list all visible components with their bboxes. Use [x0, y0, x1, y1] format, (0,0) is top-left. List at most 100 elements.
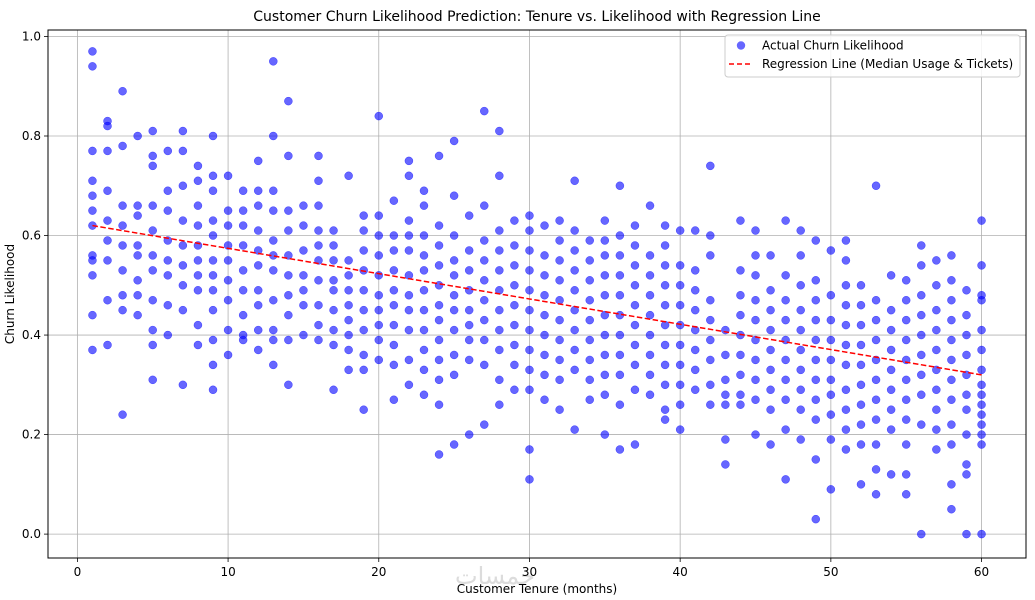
legend-label-actual: Actual Churn Likelihood [762, 39, 904, 53]
data-point [510, 340, 519, 350]
data-point [449, 370, 459, 380]
data-point [645, 390, 655, 400]
data-point [615, 445, 625, 454]
data-point [841, 425, 851, 434]
data-point [223, 221, 233, 230]
data-point [886, 325, 896, 335]
data-point [344, 286, 353, 295]
data-point [510, 385, 519, 395]
data-point [826, 390, 836, 400]
data-point [645, 201, 655, 210]
data-point [615, 290, 625, 300]
data-point [299, 221, 308, 230]
data-point [977, 365, 986, 375]
data-point [464, 320, 474, 330]
data-point [404, 305, 414, 315]
data-point [525, 445, 534, 454]
data-point [88, 256, 97, 265]
data-point [977, 325, 986, 335]
data-point [932, 281, 941, 290]
data-point [480, 295, 489, 305]
data-point [374, 251, 384, 260]
data-point [977, 216, 986, 225]
data-point [299, 271, 308, 280]
data-point [253, 201, 263, 210]
data-point [434, 261, 444, 270]
data-point [675, 400, 685, 409]
data-point [238, 221, 248, 230]
data-point [600, 251, 610, 260]
data-point [103, 216, 112, 225]
data-point [645, 370, 655, 380]
data-point [751, 271, 760, 280]
data-point [344, 300, 353, 310]
data-point [540, 350, 549, 360]
data-point [253, 156, 263, 166]
data-point [238, 266, 248, 275]
data-point [540, 221, 549, 230]
data-point [615, 350, 625, 360]
data-point [223, 256, 233, 265]
data-point [103, 121, 112, 131]
data-point [344, 345, 353, 355]
data-point [434, 315, 444, 325]
data-point [314, 335, 323, 345]
data-point [480, 315, 489, 325]
data-point [645, 310, 655, 320]
data-point [374, 320, 384, 330]
data-point [374, 355, 384, 365]
data-point [555, 256, 564, 265]
data-point [826, 335, 836, 345]
data-point [766, 365, 775, 375]
data-point [88, 310, 97, 320]
data-point [88, 191, 97, 200]
data-point [374, 290, 384, 300]
data-point [525, 325, 534, 335]
y-tick-label: 1.0 [22, 29, 41, 43]
y-tick-label: 0.0 [22, 527, 41, 541]
x-tick-label: 10 [220, 565, 235, 579]
data-point [901, 415, 911, 424]
data-point [510, 261, 519, 270]
data-point [193, 176, 203, 186]
data-point [434, 375, 444, 385]
data-point [675, 320, 685, 330]
x-tick-label: 20 [371, 565, 386, 579]
data-point [223, 350, 233, 360]
data-point [660, 281, 670, 290]
data-point [766, 440, 775, 449]
data-point [510, 241, 519, 250]
data-point [284, 206, 293, 215]
data-point [555, 355, 564, 365]
data-point [811, 295, 821, 305]
data-point [314, 276, 323, 285]
data-point [675, 226, 685, 235]
data-point [675, 425, 685, 434]
data-point [841, 256, 851, 265]
chart-title: Customer Churn Likelihood Prediction: Te… [253, 9, 820, 25]
legend-box [724, 34, 1021, 78]
data-point [962, 310, 971, 320]
data-point [389, 395, 399, 404]
data-point [389, 340, 399, 350]
data-point [932, 345, 941, 355]
data-point [389, 320, 399, 330]
data-point [886, 305, 896, 315]
data-point [118, 86, 127, 96]
data-point [314, 300, 323, 310]
data-point [917, 330, 926, 340]
data-point [886, 405, 896, 414]
data-point [600, 236, 610, 245]
data-point [962, 405, 971, 414]
data-point [148, 266, 157, 275]
data-point [675, 261, 685, 270]
data-point [344, 365, 353, 375]
data-point [118, 266, 127, 275]
y-axis-label: Churn Likelihood [3, 244, 17, 344]
data-point [917, 370, 926, 380]
data-point [841, 385, 851, 395]
data-point [555, 335, 564, 345]
data-point [449, 305, 459, 315]
data-point [223, 276, 233, 285]
